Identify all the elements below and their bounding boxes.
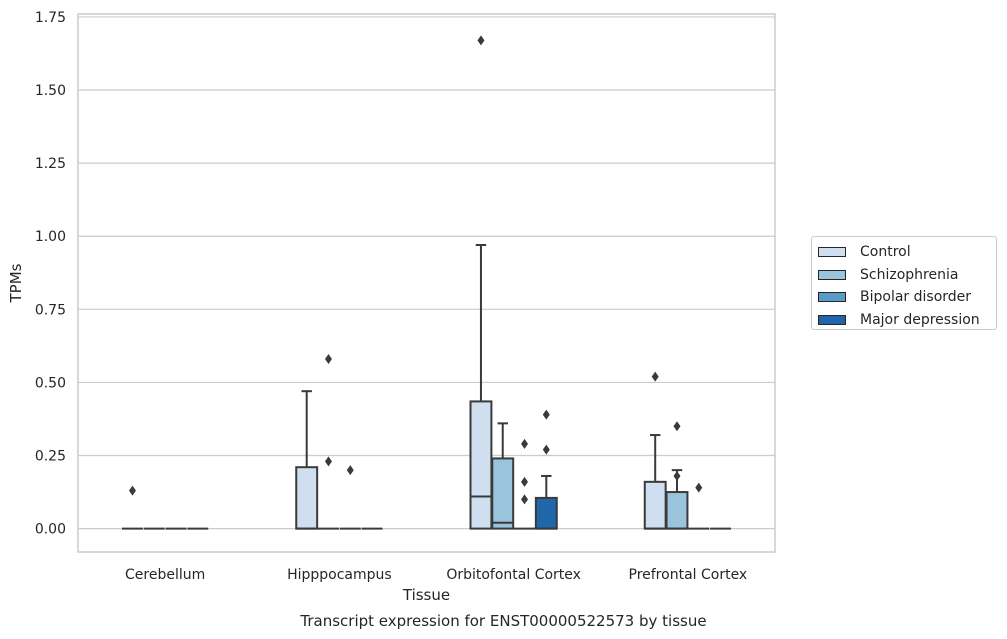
y-tick-label: 1.00 xyxy=(35,229,66,245)
outlier-point xyxy=(651,371,659,382)
legend-label-bipolar-disorder: Bipolar disorder xyxy=(860,289,972,306)
box-major-depression xyxy=(534,409,558,530)
y-tick-label: 1.25 xyxy=(35,156,66,172)
outlier-point xyxy=(477,35,485,46)
box-body xyxy=(534,496,558,530)
box-bipolar-disorder xyxy=(339,465,361,530)
outlier-point xyxy=(695,482,703,493)
legend-swatch-control xyxy=(818,247,846,258)
y-tick-label: 0.75 xyxy=(35,302,66,318)
chart-caption: Transcript expression for ENST0000052257… xyxy=(299,612,706,630)
legend-label-control: Control xyxy=(860,244,911,261)
y-tick-label: 1.50 xyxy=(35,83,66,99)
box-schizophrenia xyxy=(318,354,339,530)
box-schizophrenia xyxy=(665,421,689,530)
box-control xyxy=(295,390,319,530)
box-control xyxy=(643,371,667,530)
box-body xyxy=(643,480,667,530)
legend-swatch-major-depression xyxy=(818,314,846,325)
legend-item-control: Control xyxy=(818,241,990,264)
outlier-point xyxy=(521,476,529,487)
y-tick-label: 0.25 xyxy=(35,449,66,465)
outlier-point xyxy=(521,438,529,449)
outlier-point xyxy=(324,456,332,467)
legend-swatch-bipolar-disorder xyxy=(818,292,846,303)
x-tick-label: Orbitofontal Cortex xyxy=(446,567,581,583)
outlier-point xyxy=(673,470,681,481)
box-control xyxy=(121,485,143,530)
outlier-point xyxy=(346,465,354,476)
x-axis-label: Tissue xyxy=(402,586,450,604)
box-body xyxy=(469,400,493,530)
legend: Control Schizophrenia Bipolar disorder M… xyxy=(811,236,997,330)
box-body xyxy=(491,457,515,530)
legend-label-schizophrenia: Schizophrenia xyxy=(860,266,959,283)
legend-item-major-depression: Major depression xyxy=(818,309,990,332)
y-axis-label: TPMs xyxy=(7,263,25,303)
box-bipolar-disorder xyxy=(514,438,535,530)
y-tick-label: 1.75 xyxy=(35,10,66,26)
box-body xyxy=(665,491,689,530)
y-tick-labels: 0.00 0.25 0.50 0.75 1.00 1.25 1.50 1.75 xyxy=(35,10,66,538)
legend-item-schizophrenia: Schizophrenia xyxy=(818,264,990,287)
y-tick-label: 0.50 xyxy=(35,375,66,391)
box-body xyxy=(295,466,319,530)
outlier-point xyxy=(128,485,136,496)
legend-swatch-schizophrenia xyxy=(818,269,846,280)
x-tick-label: Hipppocampus xyxy=(287,567,392,583)
legend-label-major-depression: Major depression xyxy=(860,311,980,328)
box-schizophrenia xyxy=(491,422,515,530)
x-tick-labels: Cerebellum Hipppocampus Orbitofontal Corte… xyxy=(125,567,747,583)
box-bipolar-disorder xyxy=(688,482,710,530)
outlier-point xyxy=(542,444,550,455)
outlier-point xyxy=(673,421,681,432)
outlier-point xyxy=(521,494,529,505)
x-tick-label: Prefrontal Cortex xyxy=(629,567,748,583)
outlier-point xyxy=(324,354,332,365)
y-tick-label: 0.00 xyxy=(35,522,66,538)
legend-item-bipolar-disorder: Bipolar disorder xyxy=(818,286,990,309)
outlier-point xyxy=(542,409,550,420)
box-control xyxy=(469,35,493,530)
boxes xyxy=(121,35,732,530)
grid-lines xyxy=(78,16,775,530)
plot-frame xyxy=(77,13,776,553)
x-tick-label: Cerebellum xyxy=(125,567,205,583)
